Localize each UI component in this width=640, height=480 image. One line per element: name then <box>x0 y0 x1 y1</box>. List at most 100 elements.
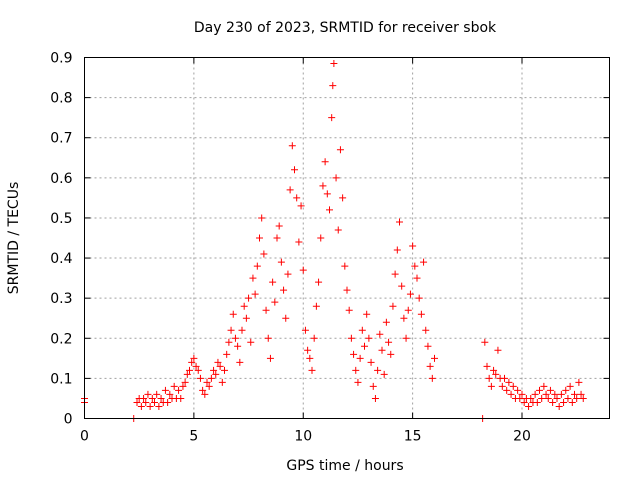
data-point <box>345 306 353 314</box>
data-point <box>492 370 500 378</box>
data-point <box>210 366 218 374</box>
data-point <box>170 382 178 390</box>
data-point <box>485 374 493 382</box>
data-point <box>196 374 204 382</box>
data-point <box>240 302 248 310</box>
data-point <box>153 390 161 398</box>
data-point <box>199 386 207 394</box>
data-point <box>428 374 436 382</box>
chart-title: Day 230 of 2023, SRMTID for receiver sbo… <box>194 20 497 36</box>
y-tick-label: 0 <box>64 412 73 428</box>
data-point <box>166 390 174 398</box>
plot-frame <box>84 57 610 419</box>
data-point <box>378 346 386 354</box>
data-point <box>203 378 211 386</box>
data-point <box>387 350 395 358</box>
data-point <box>546 386 554 394</box>
data-point <box>382 318 390 326</box>
data-point <box>393 246 401 254</box>
data-point <box>264 334 272 342</box>
data-point <box>400 314 408 322</box>
data-point <box>319 182 327 190</box>
data-point <box>194 366 202 374</box>
y-tick-label: 0.9 <box>50 51 72 67</box>
data-point <box>551 390 559 398</box>
data-point <box>288 142 296 150</box>
data-point <box>227 326 235 334</box>
y-tick-label: 0.1 <box>50 371 72 387</box>
y-tick-label: 0.8 <box>50 91 72 107</box>
data-point <box>380 370 388 378</box>
data-point <box>577 390 585 398</box>
data-point <box>503 386 511 394</box>
data-point <box>426 362 434 370</box>
data-point <box>179 382 187 390</box>
data-point <box>328 114 336 122</box>
data-point <box>411 262 419 270</box>
data-point <box>297 202 305 210</box>
data-point <box>249 274 257 282</box>
data-point <box>343 286 351 294</box>
data-point <box>557 390 565 398</box>
data-point <box>415 294 423 302</box>
data-point <box>514 386 522 394</box>
data-point <box>151 398 158 406</box>
data-point <box>142 398 150 406</box>
data-point <box>553 394 561 402</box>
data-point <box>301 326 309 334</box>
y-tick-label: 0.5 <box>50 211 72 227</box>
data-point <box>579 394 587 402</box>
data-point <box>365 334 373 342</box>
data-point <box>146 402 154 410</box>
data-point <box>280 286 288 294</box>
data-point <box>571 390 578 398</box>
data-point <box>516 394 524 402</box>
x-tick-label: 20 <box>513 429 531 445</box>
data-point <box>404 306 412 314</box>
data-point <box>501 374 508 382</box>
x-axis-ticks: 0 5 10 15 20 <box>80 57 531 445</box>
data-point <box>133 398 141 406</box>
data-point <box>544 394 552 402</box>
data-point <box>271 298 279 306</box>
data-point <box>277 258 285 266</box>
data-point <box>223 350 231 358</box>
data-point <box>409 242 417 250</box>
data-point <box>192 362 200 370</box>
data-point <box>245 294 253 302</box>
data-point <box>562 386 570 394</box>
data-point <box>137 402 145 410</box>
data-point <box>573 394 581 402</box>
data-point <box>157 394 165 402</box>
data-point <box>494 346 502 354</box>
data-point <box>326 206 333 214</box>
data-point <box>234 342 242 350</box>
data-point <box>310 334 318 342</box>
data-point <box>144 390 152 398</box>
data-point <box>564 394 572 402</box>
data-point <box>369 382 377 390</box>
data-point <box>498 382 506 390</box>
data-point <box>339 194 347 202</box>
data-point <box>367 358 375 366</box>
data-point <box>266 354 274 362</box>
x-tick-label: 0 <box>80 429 89 445</box>
data-point <box>527 394 535 402</box>
data-point <box>549 398 557 406</box>
data-point <box>295 238 303 246</box>
data-point <box>201 390 209 398</box>
data-point <box>540 382 548 390</box>
data-point <box>568 398 576 406</box>
data-point <box>352 366 360 374</box>
data-point <box>221 366 228 374</box>
data-point <box>385 338 393 346</box>
data-point <box>542 390 550 398</box>
data-point <box>431 354 438 362</box>
grid-lines <box>84 57 610 419</box>
data-point <box>175 386 183 394</box>
data-points <box>81 60 587 422</box>
y-tick-label: 0.6 <box>50 171 72 187</box>
data-point <box>188 358 196 366</box>
data-point <box>507 390 515 398</box>
data-point <box>304 346 312 354</box>
